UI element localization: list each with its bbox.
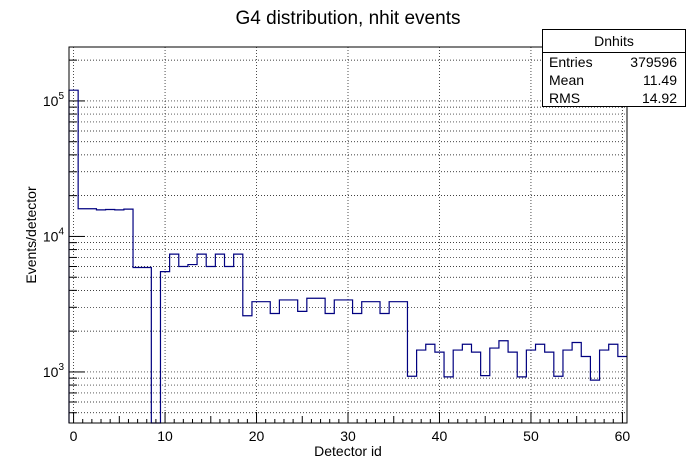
grid-lines [69,47,627,423]
y-tick-label: 105 [43,91,65,109]
stats-label: RMS [549,90,581,106]
plot-frame [68,46,628,424]
x-tick-label: 10 [157,428,173,444]
stats-box: Dnhits Entries 379596 Mean 11.49 RMS 14.… [542,29,686,107]
stats-label: Entries [549,54,593,70]
stats-row-mean: Mean 11.49 [543,71,685,89]
stats-value: 379596 [630,54,677,70]
y-tick-labels: 103 104 105 [43,91,65,380]
x-tick-label: 40 [432,428,448,444]
stats-value: 11.49 [643,72,677,88]
y-axis-label: Events/detector [23,186,39,284]
y-tick-label: 103 [43,362,65,380]
x-axis-label: Detector id [314,443,382,459]
x-tick-label: 30 [340,428,356,444]
x-tick-label: 60 [615,428,631,444]
y-tick-label: 104 [43,226,65,244]
chart-title: G4 distribution, nhit events [236,8,461,29]
stats-value: 14.92 [641,90,677,106]
x-tick-labels: 0 10 20 30 40 50 60 [70,428,631,444]
stats-label: Mean [549,72,585,88]
histogram-line [68,89,627,424]
stats-title: Dnhits [543,30,685,53]
x-tick-label: 20 [249,428,265,444]
stats-row-entries: Entries 379596 [543,53,685,71]
x-tick-label: 50 [523,428,539,444]
stats-row-rms: RMS 14.92 [543,89,685,107]
x-tick-label: 0 [70,428,78,444]
axis-ticks [69,59,623,423]
